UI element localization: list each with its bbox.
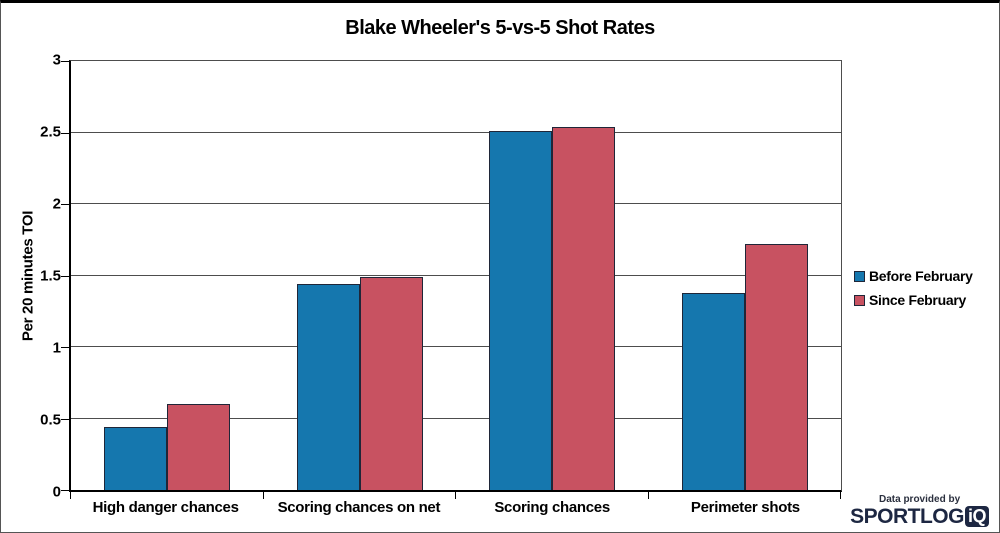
bar-group: [71, 61, 264, 490]
bar-group: [649, 61, 842, 490]
plot-area: [61, 60, 842, 499]
legend-item-before-february: Before February: [854, 268, 973, 284]
y-axis-tick: [61, 132, 69, 134]
y-tick-label: 3: [52, 51, 61, 69]
bar: [296, 284, 360, 490]
gridline: [71, 274, 841, 276]
y-tick-label: 0.5: [40, 411, 61, 429]
gridline: [71, 131, 841, 133]
y-tick-label: 1: [52, 339, 61, 357]
y-axis-tick: [61, 61, 69, 62]
data-credit-text: Data provided by: [879, 494, 961, 505]
bar: [552, 126, 616, 490]
bar: [104, 427, 168, 490]
legend-item-since-february: Since February: [854, 292, 973, 308]
y-tick-label: 0: [52, 483, 61, 501]
legend-swatch-before-february: [854, 270, 865, 282]
y-axis-tick: [61, 418, 69, 420]
legend-label-since-february: Since February: [869, 292, 966, 308]
x-category-label: Perimeter shots: [690, 499, 800, 516]
y-tick-label: 2.5: [40, 123, 61, 141]
bar: [681, 292, 745, 490]
x-category-label: Scoring chances: [494, 499, 610, 516]
bar: [359, 276, 423, 490]
y-axis-tick: [61, 204, 69, 206]
bar-group: [456, 61, 649, 490]
x-axis-tick: [262, 492, 264, 499]
sportlogiq-logo-badge: iQ: [964, 506, 989, 527]
gridline: [71, 346, 841, 348]
y-tick-label: 1.5: [40, 267, 61, 285]
x-axis-category-labels: High danger chances Scoring chances on ne…: [69, 499, 842, 516]
x-axis-tick: [840, 492, 841, 499]
gridline: [71, 203, 841, 205]
y-tick-label: 2: [52, 195, 61, 213]
footer: Data provided by SPORTLOG iQ: [850, 494, 989, 527]
y-axis-tick: [61, 347, 69, 349]
y-axis-tick: [61, 275, 69, 277]
y-axis-tick: [61, 490, 69, 491]
bar-group: [264, 61, 457, 490]
chart-title: Blake Wheeler's 5-vs-5 Shot Rates: [345, 17, 655, 39]
x-axis-tick: [647, 492, 649, 499]
y-axis-tick-labels: 0 0.5 1 1.5 2 2.5 3: [19, 52, 61, 501]
x-axis-tick: [70, 492, 71, 499]
legend-swatch-since-february: [854, 294, 865, 306]
gridline: [71, 417, 841, 419]
bar: [489, 131, 553, 490]
bar: [744, 244, 808, 490]
sportlogiq-logo: SPORTLOG iQ: [850, 506, 989, 527]
bar: [167, 404, 231, 490]
legend: Before February Since February: [854, 268, 973, 308]
sportlogiq-logo-text: SPORTLOG: [850, 505, 964, 528]
x-axis-tick: [455, 492, 456, 499]
legend-label-before-february: Before February: [869, 268, 973, 284]
x-category-label: Scoring chances on net: [277, 499, 441, 516]
x-category-label: High danger chances: [92, 499, 239, 516]
